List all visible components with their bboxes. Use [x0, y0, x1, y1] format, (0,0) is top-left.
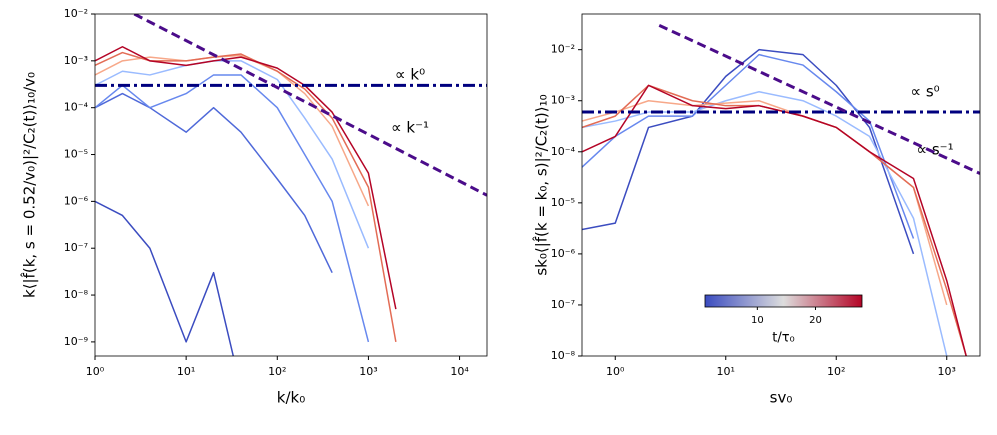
x-tick-label: 10¹ [717, 365, 735, 378]
y-tick-label: 10⁻² [551, 43, 575, 56]
y-axis-label: sk₀⟨|f̂(k = k₀, s)|²/C₂(t)⟩₁₀ [532, 94, 551, 275]
y-tick-label: 10⁻⁷ [64, 241, 88, 254]
spectrum-line [582, 48, 915, 255]
spectrum-line [95, 51, 397, 343]
spectrum-line [95, 92, 333, 274]
spectrum-line [95, 54, 370, 207]
x-tick-label: 10¹ [177, 365, 195, 378]
x-tick-label: 10³ [938, 365, 956, 378]
colorbar-label: t/τ₀ [772, 331, 795, 346]
x-tick-label: 10² [827, 365, 845, 378]
axes-frame [581, 13, 981, 357]
y-tick-label: 10⁻² [64, 7, 88, 20]
annotation: ∝ s⁰ [910, 83, 939, 101]
y-tick-label: 10⁻³ [551, 94, 575, 107]
x-tick-label: 10² [268, 365, 286, 378]
reference-line [658, 23, 980, 175]
colorbar [704, 294, 863, 308]
y-tick-label: 10⁻⁷ [551, 298, 575, 311]
annotation: ∝ s⁻¹ [916, 141, 953, 159]
spectrum-line [95, 200, 235, 356]
y-tick-label: 10⁻⁸ [64, 288, 89, 301]
plot-area [582, 23, 980, 356]
y-tick-label: 10⁻⁴ [551, 145, 576, 158]
annotation: ∝ k⁰ [395, 66, 425, 84]
spectrum-line [95, 74, 370, 343]
y-tick-label: 10⁻⁹ [64, 335, 88, 348]
axes-frame [94, 13, 488, 357]
annotation: ∝ k⁻¹ [391, 119, 429, 137]
x-tick-label: 10⁴ [450, 365, 469, 378]
spectrum-line [582, 84, 967, 356]
y-tick-label: 10⁻⁵ [64, 148, 88, 161]
y-tick-label: 10⁻³ [64, 54, 88, 67]
x-tick-label: 10⁰ [86, 365, 105, 378]
x-axis-label: sv₀ [770, 389, 793, 407]
spectrum-line [95, 60, 370, 249]
reference-line [133, 14, 487, 197]
y-tick-label: 10⁻⁵ [551, 196, 575, 209]
x-tick-label: 10⁰ [606, 365, 625, 378]
x-tick-label: 10³ [359, 365, 377, 378]
spectrum-line [582, 84, 967, 356]
spectrum-line [95, 45, 397, 310]
x-axis-label: k/k₀ [277, 389, 305, 407]
y-tick-label: 10⁻⁸ [551, 349, 576, 362]
colorbar-tick-label: 20 [809, 315, 822, 326]
spectrum-line [582, 53, 915, 239]
plot-area [95, 14, 487, 356]
colorbar-tick-label: 10 [751, 315, 764, 326]
y-tick-label: 10⁻⁴ [64, 101, 89, 114]
y-axis-label: k⟨|f̂(k, s = 0.52/v₀)|²/C₂(t)⟩₁₀/v₀ [20, 72, 39, 298]
y-tick-label: 10⁻⁶ [551, 247, 576, 260]
y-tick-label: 10⁻⁶ [64, 194, 89, 207]
